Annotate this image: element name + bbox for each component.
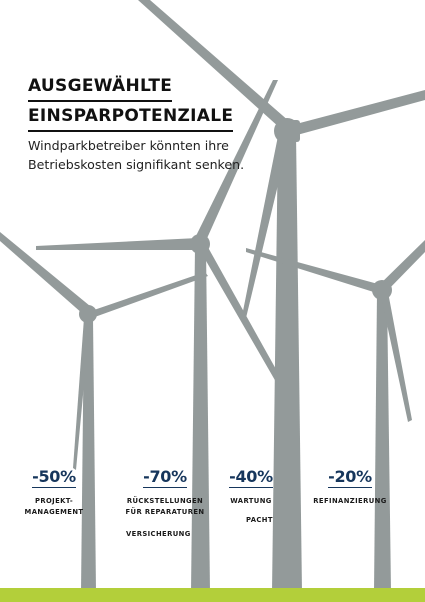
subtitle-line-2: Betriebskosten signifikant senken.	[28, 157, 245, 172]
stat-wartung: -40% WARTUNG	[216, 467, 286, 507]
stat-label: WARTUNG	[216, 496, 286, 507]
stat-label-line-1: WARTUNG	[230, 497, 272, 505]
stat-percent: -70%	[143, 467, 187, 488]
stat-label: PROJEKT- MANAGEMENT	[14, 496, 94, 518]
stat-label-line-1: REFINANZIERUNG	[313, 497, 387, 505]
subtitle: Windparkbetreiber könnten ihre Betriebsk…	[28, 136, 268, 174]
wind-turbine-large	[138, 0, 425, 592]
stat-percent: -20%	[328, 467, 372, 488]
stat-label-line-1: RÜCKSTELLUNGEN	[126, 497, 204, 505]
stat-projektmanagement: -50% PROJEKT- MANAGEMENT	[14, 467, 94, 518]
stat-label-line-1: PROJEKT-	[34, 497, 74, 505]
title-line-1: AUSGEWÄHLTE	[28, 74, 173, 102]
stat-label-line-2: MANAGEMENT	[24, 508, 84, 516]
stat-label: REFINANZIERUNG	[300, 496, 400, 507]
stat-label-line-2: FÜR REPARATUREN	[125, 508, 205, 516]
stat-percent: -40%	[229, 467, 273, 488]
subtitle-line-1: Windparkbetreiber könnten ihre	[28, 138, 229, 153]
grass-ground-strip	[0, 588, 425, 602]
stat-extra-pacht: PACHT	[246, 516, 273, 524]
stat-extra-versicherung: VERSICHERUNG	[126, 530, 191, 538]
page-title: AUSGEWÄHLTE EINSPARPOTENZIALE	[28, 74, 234, 134]
stat-refinanzierung: -20% REFINANZIERUNG	[300, 467, 400, 507]
stat-percent: -50%	[32, 467, 76, 488]
wind-turbine-left	[0, 232, 208, 592]
stat-label: RÜCKSTELLUNGEN FÜR REPARATUREN	[110, 496, 220, 518]
wind-turbine-right	[246, 240, 425, 592]
wind-turbine-middle	[36, 80, 282, 592]
stat-rueckstellungen: -70% RÜCKSTELLUNGEN FÜR REPARATUREN	[110, 467, 220, 518]
title-line-2: EINSPARPOTENZIALE	[28, 104, 234, 132]
